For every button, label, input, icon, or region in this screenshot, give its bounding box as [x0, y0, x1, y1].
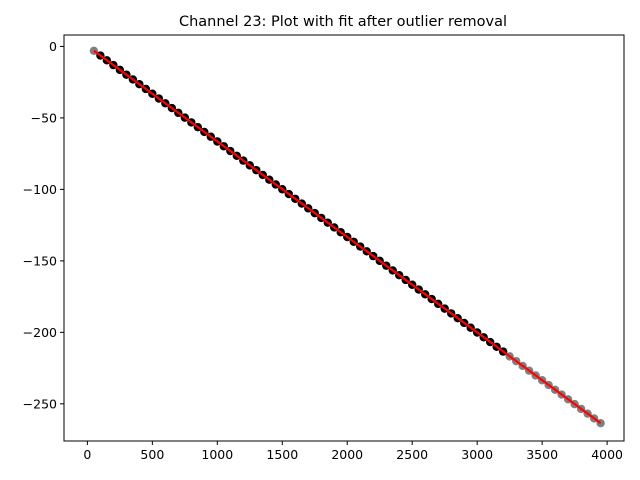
- fit-line: [93, 49, 602, 425]
- chart-title: Channel 23: Plot with fit after outlier …: [179, 14, 507, 30]
- y-axis: 0 −50 −100 −150 −200 −250: [23, 39, 64, 411]
- y-tick-label: −200: [23, 325, 57, 340]
- x-tick-label: 2000: [331, 447, 363, 462]
- x-tick-label: 3500: [526, 447, 558, 462]
- axes-frame: [63, 34, 625, 442]
- x-tick-label: 1000: [201, 447, 233, 462]
- y-tick-label: −100: [23, 182, 57, 197]
- y-tick-label: −150: [23, 253, 57, 268]
- y-tick-label: −250: [23, 396, 57, 411]
- x-tick-label: 1500: [266, 447, 298, 462]
- x-tick-label: 500: [140, 447, 164, 462]
- x-tick-label: 0: [83, 447, 91, 462]
- plot-area: [89, 46, 605, 428]
- x-tick-label: 3000: [461, 447, 493, 462]
- x-axis: 0 500 1000 1500 2000 2500 3000 3500 4000: [83, 441, 623, 462]
- y-tick-label: −50: [31, 110, 57, 125]
- x-tick-label: 4000: [591, 447, 623, 462]
- x-tick-label: 2500: [396, 447, 428, 462]
- y-tick-label: 0: [49, 39, 57, 54]
